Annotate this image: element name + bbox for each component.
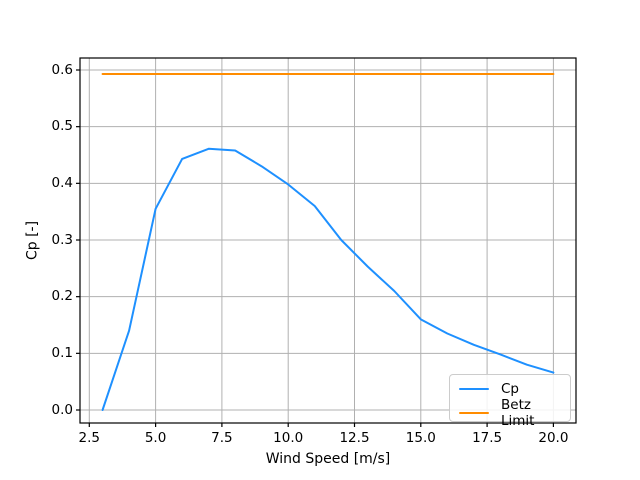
y-tick-label: 0.1 <box>51 344 73 361</box>
x-tick-label: 10.0 <box>273 430 304 446</box>
x-tick-label: 17.5 <box>472 430 503 446</box>
series-line-cp <box>101 147 555 411</box>
x-tick-label: 20.0 <box>538 430 569 446</box>
y-tick-label: 0.3 <box>51 231 73 248</box>
y-tick-label: 0.5 <box>51 118 73 135</box>
y-tick-label: 0.4 <box>51 174 73 191</box>
x-axis-label: Wind Speed [m/s] <box>265 451 391 467</box>
x-tick-label: 5.0 <box>144 430 167 446</box>
x-tick-label: 7.5 <box>211 430 233 446</box>
x-tick-label: 15.0 <box>405 430 436 446</box>
legend-item-betz-limit: Betz Limit <box>459 397 561 429</box>
legend-item-cp: Cp <box>459 381 561 397</box>
legend: Cp Betz Limit <box>449 374 571 429</box>
y-tick-label: 0.6 <box>51 61 73 78</box>
y-tick-label: 0.2 <box>51 288 73 305</box>
cp-line-swatch <box>459 387 489 391</box>
x-tick-label: 12.5 <box>339 430 370 446</box>
legend-label-cp: Cp <box>501 381 519 397</box>
y-tick-label: 0.0 <box>51 401 73 418</box>
y-axis-label: Cp [-] <box>24 220 41 261</box>
x-tick-label: 2.5 <box>78 430 101 446</box>
betz-limit-line-swatch <box>459 411 489 415</box>
legend-label-betz-limit: Betz Limit <box>501 397 535 429</box>
